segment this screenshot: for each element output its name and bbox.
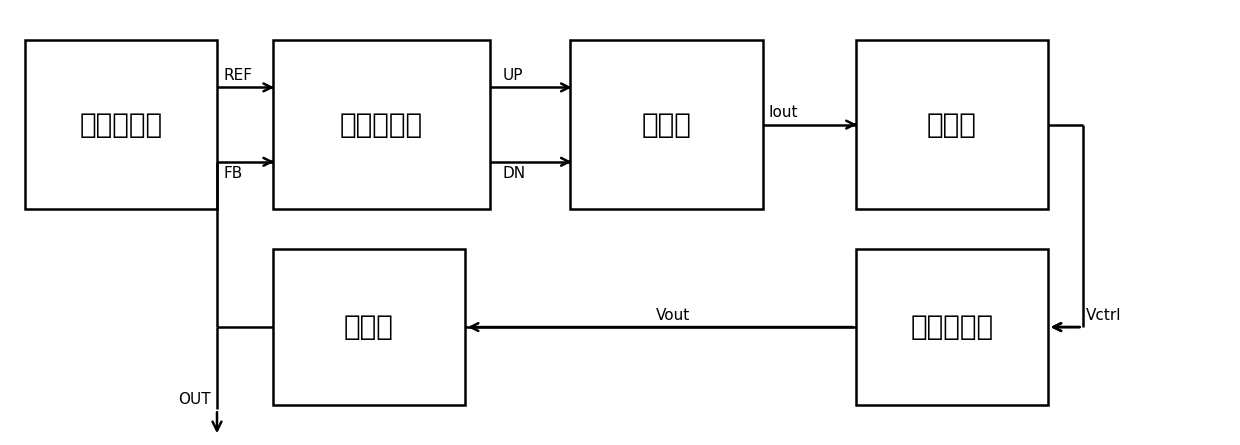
Text: REF: REF xyxy=(223,68,252,83)
Bar xyxy=(856,249,1048,405)
Bar xyxy=(273,249,465,405)
Bar xyxy=(273,40,490,209)
Text: DN: DN xyxy=(502,166,526,181)
Text: Vout: Vout xyxy=(656,307,689,323)
Text: 压控振荡器: 压控振荡器 xyxy=(910,313,993,341)
Text: OUT: OUT xyxy=(179,392,211,407)
Text: 参考频率源: 参考频率源 xyxy=(79,111,162,138)
Bar xyxy=(570,40,763,209)
Text: UP: UP xyxy=(502,68,523,83)
Bar xyxy=(25,40,217,209)
Text: 鉴频鉴相器: 鉴频鉴相器 xyxy=(340,111,423,138)
Text: 分频器: 分频器 xyxy=(343,313,394,341)
Text: Vctrl: Vctrl xyxy=(1086,307,1122,323)
Text: 滤波器: 滤波器 xyxy=(926,111,977,138)
Text: FB: FB xyxy=(223,166,243,181)
Text: Iout: Iout xyxy=(769,105,799,120)
Text: 电荷泵: 电荷泵 xyxy=(641,111,692,138)
Bar xyxy=(856,40,1048,209)
